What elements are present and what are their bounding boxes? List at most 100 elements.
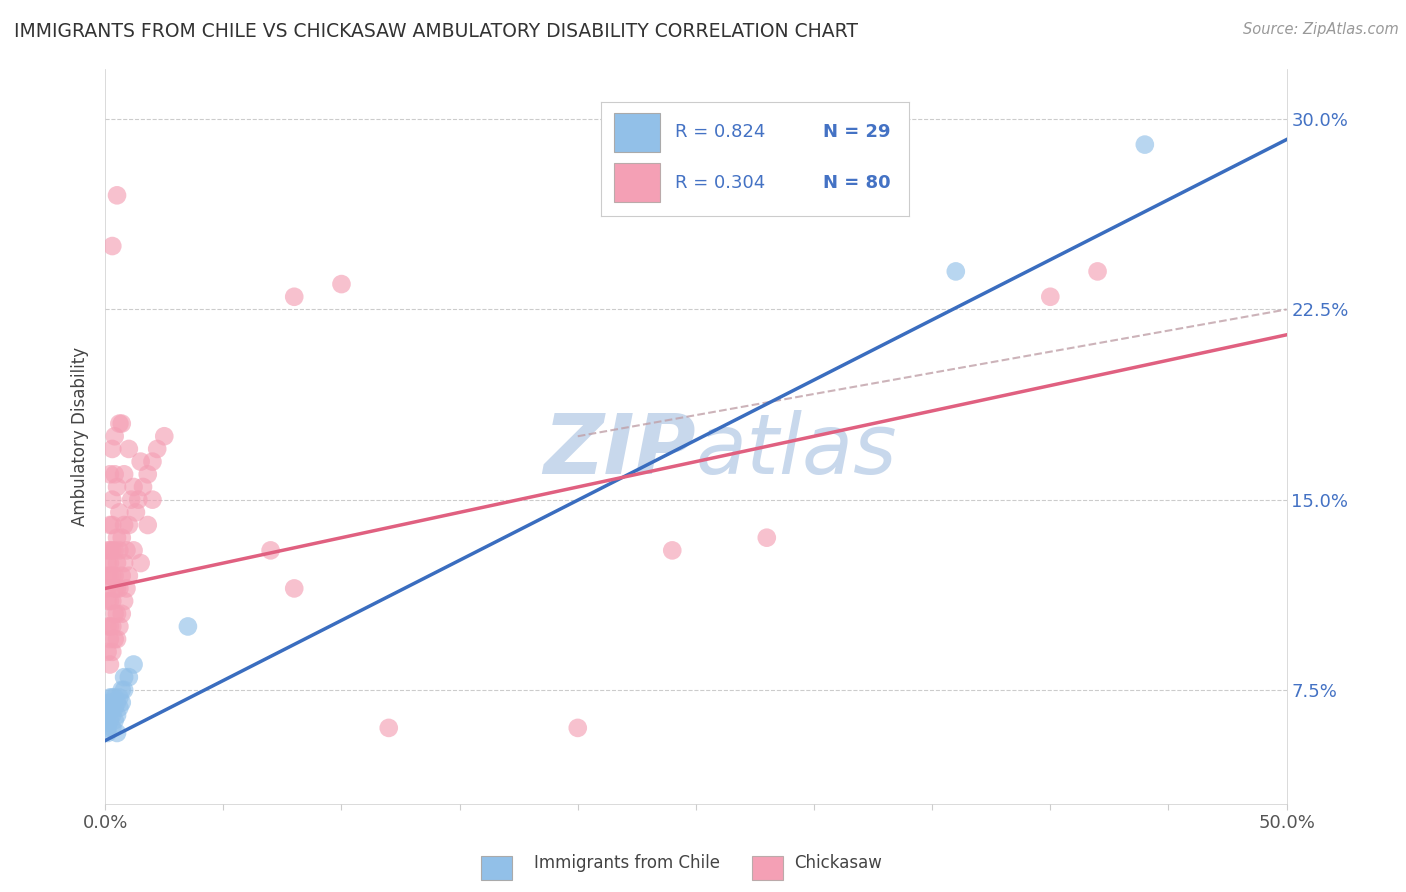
Point: [97, 726, 120, 740]
Point: [104, 714, 127, 728]
Point: [108, 417, 131, 431]
Text: Source: ZipAtlas.com: Source: ZipAtlas.com: [1243, 22, 1399, 37]
Point: [101, 690, 124, 705]
Text: IMMIGRANTS FROM CHILE VS CHICKASAW AMBULATORY DISABILITY CORRELATION CHART: IMMIGRANTS FROM CHILE VS CHICKASAW AMBUL…: [14, 22, 858, 41]
Point: [111, 696, 134, 710]
Point: [98, 556, 121, 570]
Point: [97, 619, 120, 633]
Point: [97, 594, 120, 608]
Point: [105, 607, 128, 621]
Point: [141, 492, 163, 507]
Point: [111, 417, 134, 431]
Point: [105, 480, 128, 494]
Point: [120, 492, 142, 507]
Point: [132, 480, 155, 494]
Point: [98, 714, 121, 728]
Point: [111, 531, 134, 545]
Point: [101, 645, 124, 659]
Text: ZIP: ZIP: [543, 410, 696, 491]
Point: [108, 700, 131, 714]
Point: [97, 556, 120, 570]
Point: [104, 429, 127, 443]
Point: [118, 442, 141, 456]
Point: [112, 670, 135, 684]
Point: [98, 594, 121, 608]
Point: [98, 568, 121, 582]
Point: [122, 480, 145, 494]
Point: [104, 700, 127, 714]
Point: [101, 543, 124, 558]
Point: [118, 670, 141, 684]
Point: [105, 531, 128, 545]
Point: [112, 594, 135, 608]
Point: [101, 721, 124, 735]
Point: [146, 442, 169, 456]
Point: [259, 543, 281, 558]
Point: [111, 568, 134, 582]
Point: [1039, 290, 1062, 304]
Point: [122, 657, 145, 672]
Point: [105, 726, 128, 740]
Point: [101, 594, 124, 608]
Point: [101, 442, 124, 456]
Point: [105, 582, 128, 596]
Point: [98, 632, 121, 647]
Point: [97, 708, 120, 723]
Point: [98, 696, 121, 710]
Point: [98, 543, 121, 558]
Point: [129, 556, 152, 570]
Point: [108, 582, 131, 596]
Point: [330, 277, 353, 291]
Point: [1133, 137, 1156, 152]
Point: [104, 690, 127, 705]
Point: [115, 582, 138, 596]
Point: [105, 188, 128, 202]
Point: [118, 568, 141, 582]
Point: [283, 582, 305, 596]
Point: [112, 467, 135, 482]
Point: [111, 607, 134, 621]
Point: [122, 543, 145, 558]
Point: [104, 568, 127, 582]
Point: [108, 543, 131, 558]
Point: [112, 682, 135, 697]
Point: [101, 700, 124, 714]
Point: [98, 690, 121, 705]
Point: [105, 708, 128, 723]
Point: [97, 568, 120, 582]
Point: [105, 632, 128, 647]
Point: [101, 518, 124, 533]
Point: [97, 543, 120, 558]
Point: [136, 467, 159, 482]
Point: [136, 518, 159, 533]
Point: [141, 455, 163, 469]
Point: [105, 696, 128, 710]
Point: [98, 700, 121, 714]
Point: [755, 531, 778, 545]
Point: [104, 632, 127, 647]
Point: [112, 556, 135, 570]
Point: [125, 505, 148, 519]
Point: [111, 682, 134, 697]
Point: [105, 556, 128, 570]
Text: Immigrants from Chile: Immigrants from Chile: [534, 855, 720, 872]
Point: [177, 619, 200, 633]
Point: [101, 492, 124, 507]
Point: [283, 290, 305, 304]
Point: [98, 467, 121, 482]
Point: [104, 543, 127, 558]
Point: [108, 505, 131, 519]
Point: [104, 582, 127, 596]
Point: [115, 543, 138, 558]
Point: [101, 239, 124, 253]
Point: [129, 455, 152, 469]
Point: [108, 619, 131, 633]
Point: [661, 543, 683, 558]
Point: [98, 657, 121, 672]
Point: [98, 619, 121, 633]
Point: [101, 568, 124, 582]
Point: [101, 619, 124, 633]
Point: [98, 518, 121, 533]
Point: [567, 721, 589, 735]
Point: [153, 429, 176, 443]
